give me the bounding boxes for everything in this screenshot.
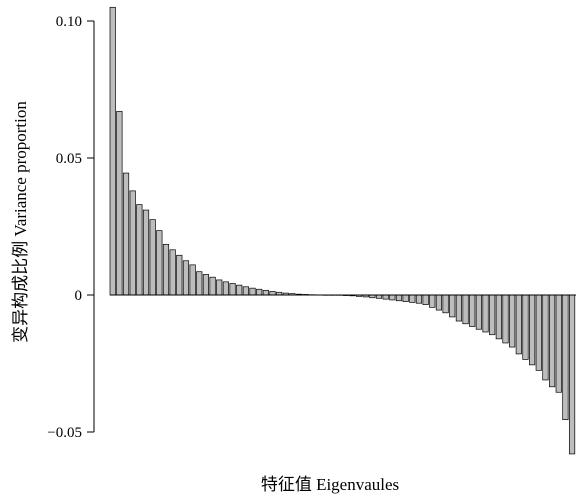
y-tick-label: −0.05 <box>47 425 82 441</box>
bar <box>549 294 556 388</box>
bar <box>216 279 223 296</box>
y-tick-label: 0.10 <box>56 14 82 30</box>
bar <box>415 294 423 304</box>
bar <box>435 294 443 311</box>
bar <box>236 284 243 296</box>
bar <box>262 289 269 296</box>
y-axis-title: 变异构成比例 Variance proportion <box>11 101 30 343</box>
bar <box>156 230 163 296</box>
bar <box>162 243 170 296</box>
bar <box>122 172 130 296</box>
bar <box>515 294 522 355</box>
bar <box>555 294 562 393</box>
bar <box>522 294 529 360</box>
bar <box>129 190 136 296</box>
bar-series <box>109 6 576 455</box>
y-axis-ticks: 0.10 0.05 0 −0.05 <box>47 14 94 441</box>
bar <box>136 204 143 296</box>
bar <box>495 294 502 340</box>
bar <box>429 294 436 308</box>
x-axis-title: 特征值 Eigenvaules <box>261 475 399 494</box>
bar <box>142 209 150 296</box>
bar <box>382 294 389 300</box>
bar <box>409 294 416 303</box>
bar <box>529 294 536 366</box>
bar <box>568 294 576 455</box>
bar <box>249 287 256 296</box>
bar <box>449 294 456 318</box>
bar <box>229 283 236 296</box>
bar <box>222 281 229 296</box>
bar <box>562 294 569 421</box>
bar <box>482 294 489 333</box>
bar <box>176 254 183 296</box>
bar <box>509 294 516 348</box>
bar <box>542 294 549 381</box>
bar <box>469 294 476 327</box>
bar <box>256 288 263 296</box>
bar <box>395 294 403 302</box>
bar <box>389 294 396 301</box>
bar <box>182 260 190 296</box>
bar <box>116 111 123 296</box>
bar <box>242 286 249 296</box>
bar <box>535 294 542 371</box>
bar <box>475 294 482 330</box>
bar <box>442 294 449 314</box>
bar <box>269 291 276 296</box>
bar <box>109 6 116 296</box>
bar <box>502 294 509 344</box>
bar <box>196 271 203 296</box>
bar <box>455 294 462 322</box>
bar <box>489 294 496 336</box>
y-tick-label: 0.05 <box>56 151 82 167</box>
bar <box>402 294 409 302</box>
bar <box>149 219 156 296</box>
bar <box>169 249 176 296</box>
bar <box>189 264 196 296</box>
bar <box>422 294 429 305</box>
y-tick-label: 0 <box>75 288 83 304</box>
bar <box>202 274 210 296</box>
bar <box>462 294 469 325</box>
bar <box>209 276 216 296</box>
